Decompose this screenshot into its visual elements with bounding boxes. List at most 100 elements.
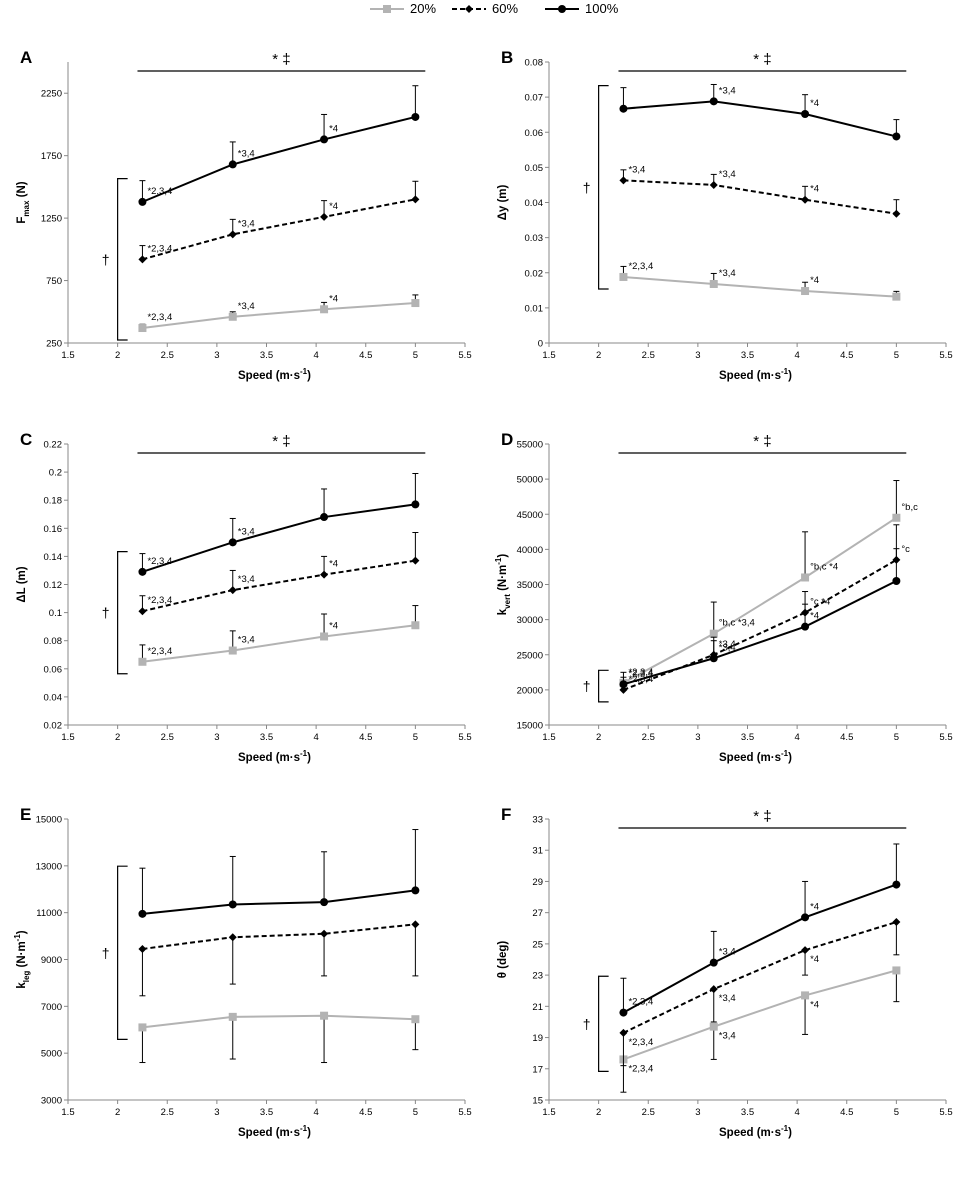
data-point	[411, 1015, 420, 1024]
data-annotation: *3,4	[628, 164, 645, 175]
x-tick-label: 5	[894, 350, 899, 361]
y-tick-label: 15	[532, 1096, 543, 1107]
data-point	[228, 312, 237, 321]
series-20pct: *2,3,4 °b,c *3,4 °b,c *4 °b,c	[619, 480, 918, 687]
x-tick-label: 2	[596, 732, 601, 743]
data-annotation: *2,3,4	[628, 667, 653, 678]
legend-swatch	[452, 4, 486, 13]
x-tick-label: 2.5	[161, 1107, 174, 1118]
data-point	[411, 500, 420, 509]
y-tick-label: 0.07	[525, 93, 544, 104]
x-tick-label: 1.5	[542, 350, 555, 361]
data-point	[138, 657, 147, 666]
x-axis-label: Speed (m·s-1)	[238, 749, 311, 764]
x-tick-label: 5.5	[458, 350, 471, 361]
data-point	[619, 104, 628, 113]
data-point	[320, 898, 329, 907]
y-tick-label: 15000	[36, 815, 62, 826]
x-axis-label: Speed (m·s-1)	[719, 749, 792, 764]
y-tick-label: 0.08	[44, 636, 63, 647]
legend-marker	[465, 4, 473, 13]
x-axis-label: Speed (m·s-1)	[238, 367, 311, 382]
data-annotation: °b,c *3,4	[719, 618, 755, 629]
series-100pct: *3,4 *4	[619, 83, 901, 141]
legend-swatch	[545, 4, 579, 13]
significance-bracket	[117, 178, 128, 341]
y-tick-label: 0.12	[44, 580, 63, 591]
legend-swatch	[370, 4, 404, 13]
x-tick-label: 3	[214, 350, 219, 361]
data-point	[411, 112, 420, 121]
panel-letter: F	[501, 805, 512, 824]
x-tick-label: 5	[413, 350, 418, 361]
data-annotation: *4	[329, 123, 338, 134]
series-line	[142, 559, 416, 613]
significance-bracket	[598, 975, 609, 1073]
series-20pct: *2,3,4 *3,4 *4	[138, 605, 420, 666]
panel-letter: C	[20, 430, 33, 449]
x-tick-label: 4.5	[359, 350, 372, 361]
data-annotation: *3,4	[238, 301, 255, 312]
x-tick-label: 3.5	[741, 732, 754, 743]
data-annotation: *2,3,4	[628, 997, 653, 1008]
x-tick-label: 3	[695, 350, 700, 361]
chart-panel-f: F 15 17 19 21 23 25 27 29 31 33 1.5 2 2.5 3 3.5 4 4.5 5 5.5…	[481, 795, 962, 1178]
series-100pct: *2,3,4 *3,4	[138, 473, 420, 576]
data-point	[709, 1022, 718, 1031]
data-annotation: °b,c	[901, 502, 918, 513]
x-tick-label: 2	[115, 350, 120, 361]
data-annotation: *4	[810, 901, 819, 912]
data-point	[892, 132, 901, 141]
x-tick-label: 2.5	[161, 350, 174, 361]
y-tick-label: 7000	[41, 1002, 62, 1013]
data-point	[320, 305, 329, 314]
data-point	[320, 135, 329, 144]
x-tick-label: 3	[214, 1107, 219, 1118]
data-point	[801, 991, 810, 1000]
x-tick-label: 4	[313, 350, 318, 361]
data-annotation: *3,4	[719, 85, 736, 96]
significance-label: * ‡	[753, 433, 771, 450]
significance-bracket	[598, 85, 609, 290]
y-tick-label: 17	[532, 1064, 543, 1075]
series-line	[142, 624, 416, 663]
series-line	[623, 559, 897, 691]
series-60pct: *2,3,4 *3,4 *4	[619, 918, 901, 1067]
data-point	[619, 1008, 628, 1017]
y-tick-label: 1750	[41, 151, 62, 162]
x-tick-label: 5	[894, 1107, 899, 1118]
data-point	[138, 567, 147, 576]
chart-panel-d: D 15000 20000 25000 30000 35000 40000 45000 5000…	[481, 420, 962, 803]
data-point	[138, 1023, 147, 1032]
y-tick-label: 0.2	[49, 468, 62, 479]
y-tick-label: 0.02	[525, 268, 544, 279]
data-annotation: *4	[810, 999, 819, 1010]
chart-panel-a: A 250 750 1250 1750 2250 1.5 2 2.5 3 3.5 4 4.5 5 5.5 Sp…	[0, 38, 481, 421]
chart-svg: 250 750 1250 1750 2250 1.5 2 2.5 3 3.5 4 4.5 5 5.5 Spe…	[16, 51, 472, 382]
series-20pct	[138, 1011, 420, 1064]
data-point	[228, 1012, 237, 1021]
data-point	[411, 195, 420, 204]
x-tick-label: 5	[894, 732, 899, 743]
y-tick-label: 0.06	[525, 128, 544, 139]
y-tick-label: 31	[532, 846, 543, 857]
y-tick-label: 30000	[517, 615, 543, 626]
x-tick-label: 4.5	[840, 350, 853, 361]
data-annotation: *2,3,4	[147, 186, 172, 197]
x-tick-label: 2	[115, 732, 120, 743]
y-tick-label: 15000	[517, 721, 543, 732]
chart-panel-c: C 0.02 0.04 0.06 0.08 0.1 0.12 0.14 0.16 0.18 0.2 0…	[0, 420, 481, 803]
data-point	[709, 654, 718, 663]
data-point	[801, 109, 810, 118]
y-tick-label: 0.04	[44, 692, 63, 703]
y-axis-label: kleg (N·m-1)	[13, 930, 31, 988]
y-tick-label: 0.05	[525, 163, 544, 174]
panel-letter: B	[501, 48, 514, 67]
x-tick-label: 5.5	[458, 1107, 471, 1118]
y-tick-label: 20000	[517, 685, 543, 696]
x-tick-label: 3.5	[260, 1107, 273, 1118]
data-point	[320, 1011, 329, 1020]
y-tick-label: 0.03	[525, 233, 544, 244]
data-point	[320, 632, 329, 641]
y-tick-label: 0.08	[525, 58, 544, 69]
